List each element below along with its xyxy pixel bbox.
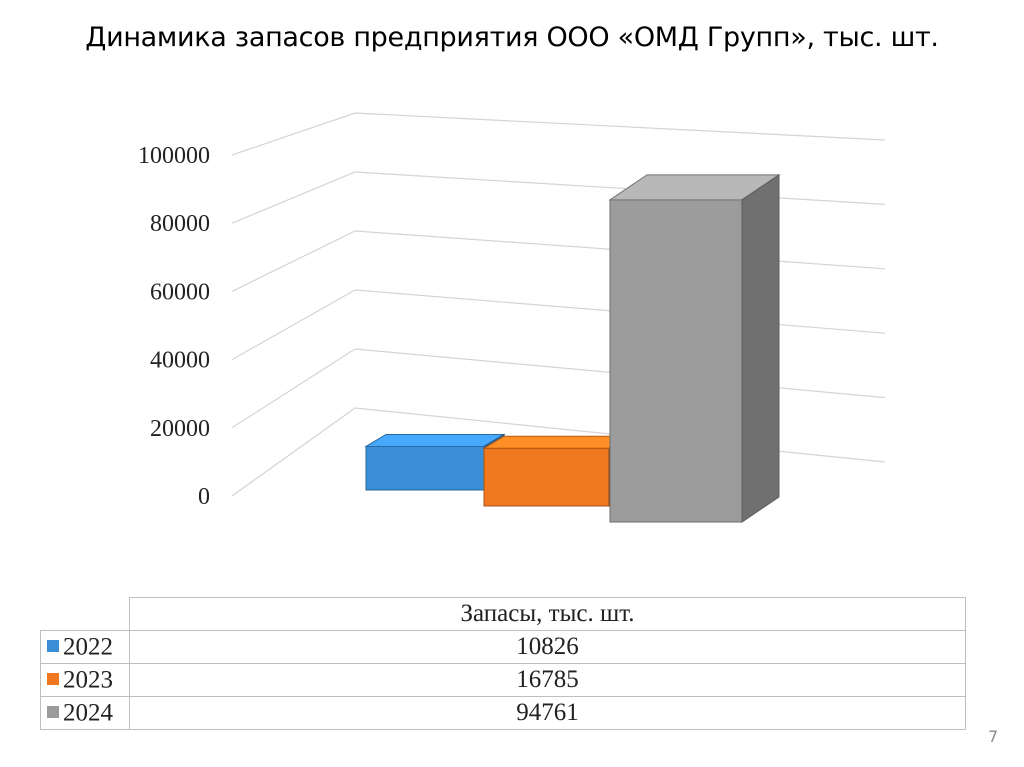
- slide-title: Динамика запасов предприятия ООО «ОМД Гр…: [85, 22, 939, 53]
- gridline: [231, 348, 886, 429]
- gridline: [231, 171, 886, 224]
- table-column-header: Запасы, тыс. шт.: [129, 597, 966, 631]
- legend-swatch: [47, 705, 59, 718]
- y-axis-ticks: 0 20000 40000 60000 80000 100000: [138, 143, 210, 510]
- bar-chart-3d: 0 20000 40000 60000 80000 100000: [138, 112, 886, 523]
- gridline: [231, 230, 886, 292]
- data-table: Запасы, тыс. шт. 2022 10826 2023 16785 2…: [40, 597, 966, 730]
- chart-gridlines: [231, 112, 886, 497]
- y-tick-label: 60000: [150, 279, 210, 305]
- bar-top: [482, 435, 631, 449]
- bar-2023: [482, 435, 631, 507]
- legend-label: 2022: [63, 633, 113, 661]
- legend-key-2023: 2023: [40, 663, 130, 697]
- bar-2022: [364, 433, 506, 491]
- page-number: 7: [988, 727, 999, 746]
- legend-key-2022: 2022: [40, 630, 130, 664]
- table-header-row: Запасы, тыс. шт.: [40, 597, 966, 631]
- bar-front: [483, 447, 610, 507]
- table-row: 2023 16785: [40, 663, 966, 697]
- y-tick-label: 0: [198, 484, 210, 510]
- bar-side: [741, 173, 780, 523]
- legend-label: 2023: [63, 666, 113, 694]
- y-tick-label: 20000: [150, 416, 210, 442]
- bar-front: [365, 445, 485, 491]
- gridline: [231, 289, 886, 361]
- y-tick-label: 100000: [138, 143, 210, 169]
- table-row: 2022 10826: [40, 630, 966, 664]
- bar-2024: [608, 173, 781, 523]
- gridline: [231, 112, 886, 156]
- y-tick-label: 80000: [150, 211, 210, 237]
- table-cell-value: 10826: [129, 630, 966, 664]
- table-corner: [40, 597, 130, 631]
- bar-top: [364, 433, 506, 447]
- legend-label: 2024: [63, 699, 113, 727]
- table-row: 2024 94761: [40, 696, 966, 730]
- table-cell-value: 16785: [129, 663, 966, 697]
- legend-swatch: [47, 672, 59, 685]
- table-cell-value: 94761: [129, 696, 966, 730]
- legend-swatch: [47, 639, 59, 652]
- bar-front: [609, 199, 743, 523]
- legend-key-2024: 2024: [40, 696, 130, 730]
- chart-bars: [364, 173, 781, 523]
- y-tick-label: 40000: [150, 348, 210, 374]
